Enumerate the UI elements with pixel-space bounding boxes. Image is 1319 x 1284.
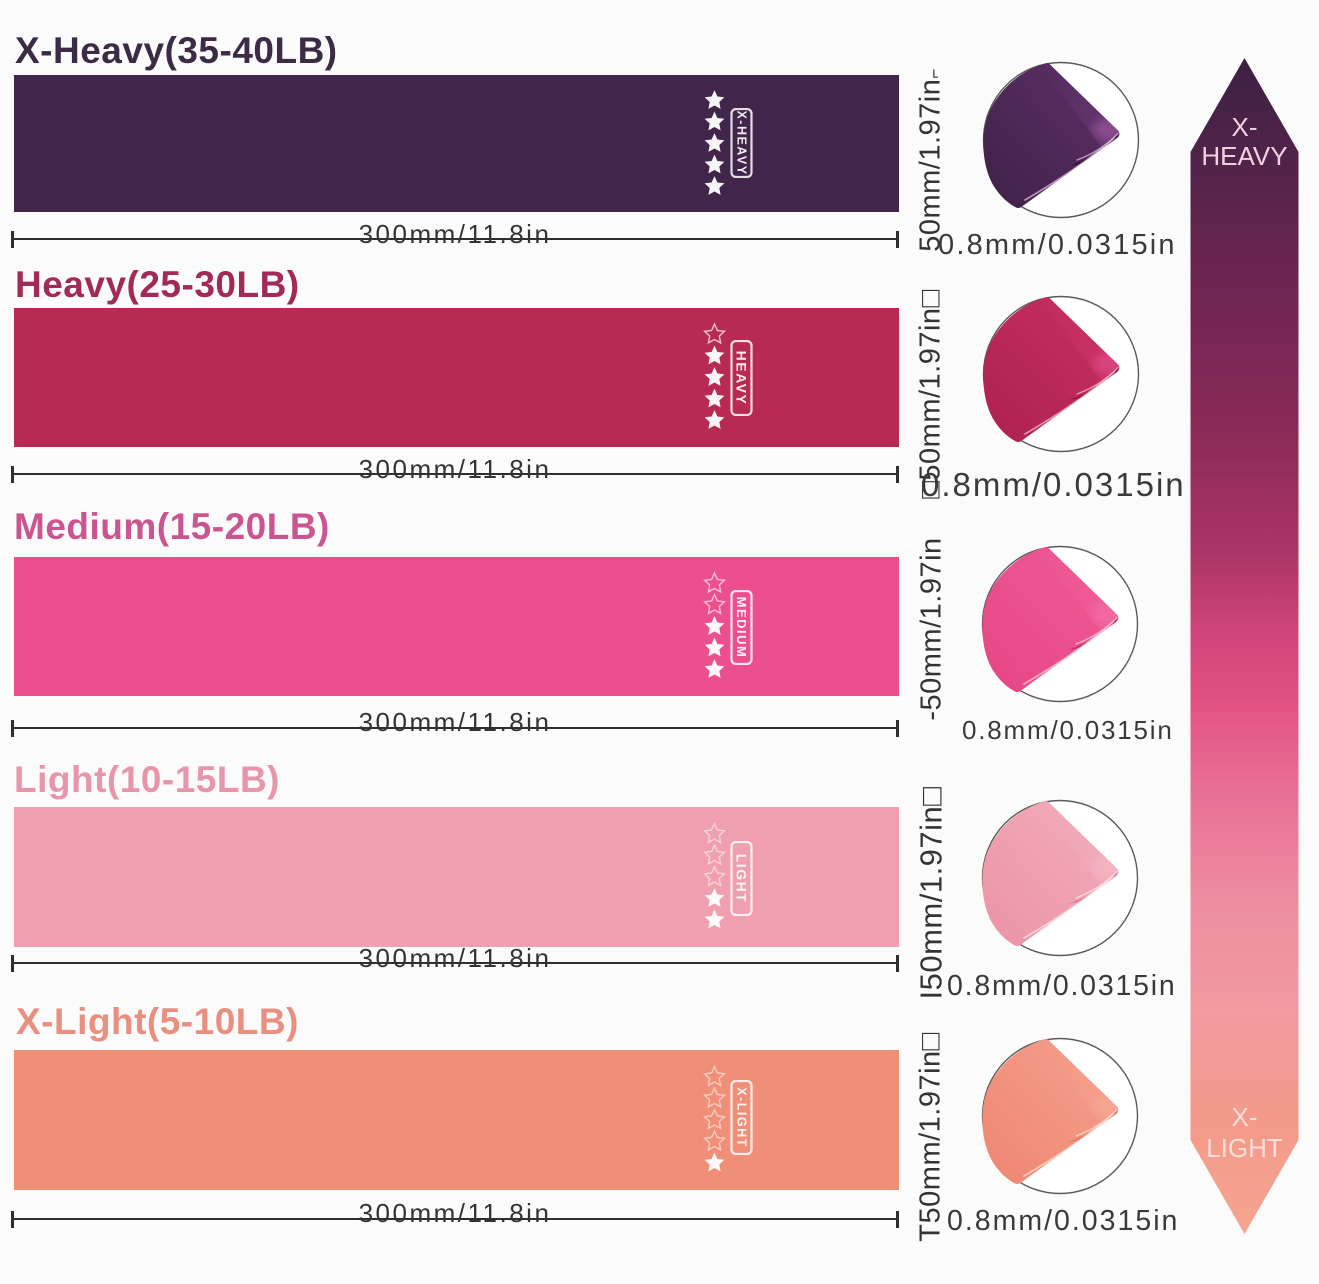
svg-text:HEAVY: HEAVY	[734, 351, 750, 406]
svg-text:X-: X-	[1232, 112, 1258, 142]
svg-text:LIGHT: LIGHT	[1206, 1133, 1283, 1163]
svg-text:MEDIUM: MEDIUM	[734, 597, 749, 659]
svg-text:X-: X-	[1232, 1102, 1258, 1132]
svg-text:X-HEAVY: X-HEAVY	[735, 110, 749, 175]
svg-text:LIGHT: LIGHT	[734, 854, 750, 904]
svg-text:X-LIGHT: X-LIGHT	[735, 1087, 749, 1148]
svg-text:HEAVY: HEAVY	[1201, 141, 1287, 171]
